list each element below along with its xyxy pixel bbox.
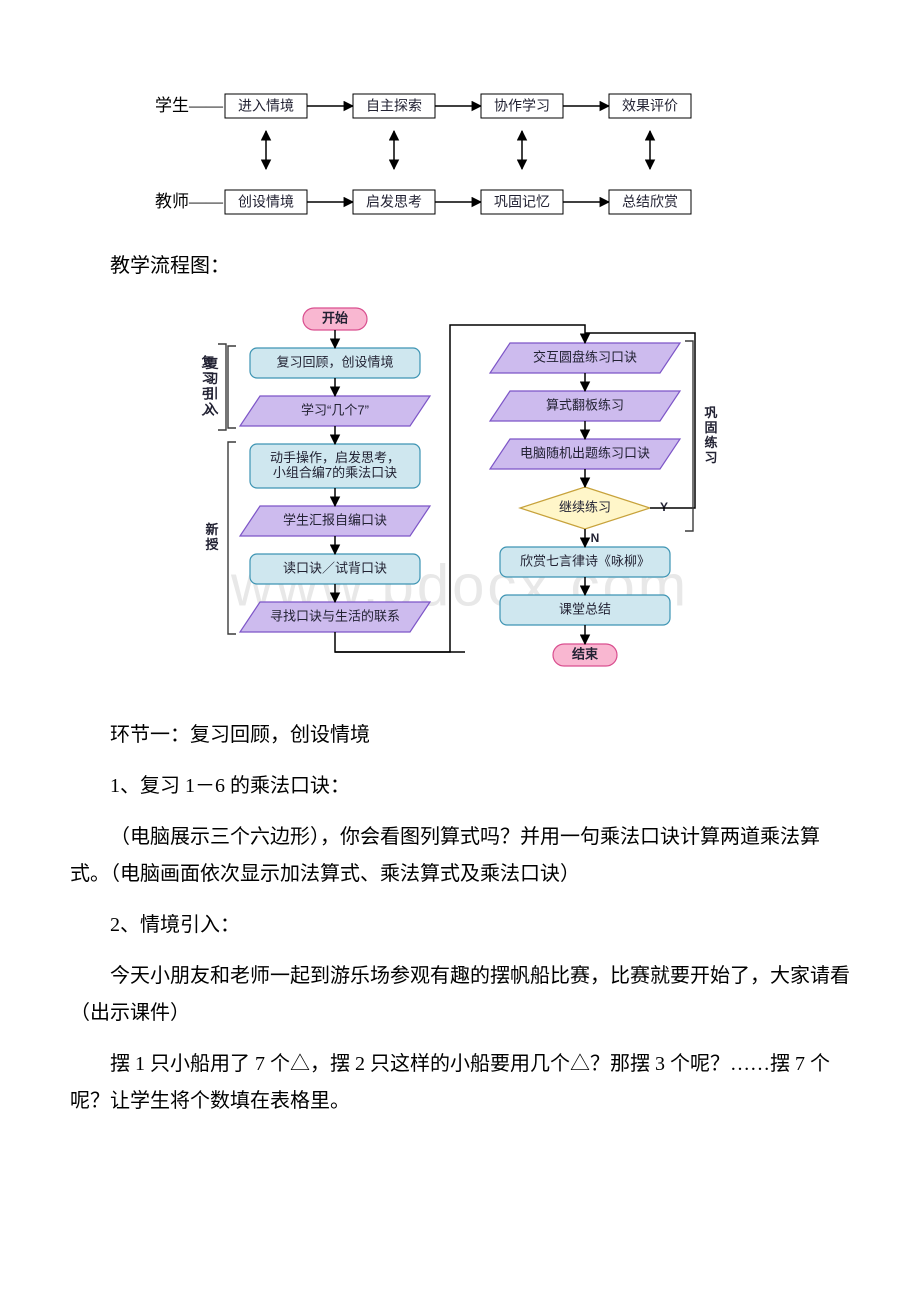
vertical-arrows-svg: [155, 127, 765, 173]
svg-text:动手操作，启发思考，: 动手操作，启发思考，: [270, 450, 400, 465]
svg-text:习: 习: [704, 450, 717, 465]
svg-text:电脑随机出题练习口诀: 电脑随机出题练习口诀: [520, 445, 650, 460]
svg-text:引: 引: [205, 386, 218, 401]
svg-text:学习“几个7”: 学习“几个7”: [301, 402, 369, 417]
svg-text:复: 复: [204, 356, 219, 371]
page-content: 学生—— 进入情境 自主探索 协作学习 效果评价 教师—— 创设情境 启发思考 巩固记忆 总…: [70, 90, 850, 1120]
student-label: 学生——: [155, 90, 219, 121]
p3-body: 摆 1 只小船用了 7 个△，摆 2 只这样的小船要用几个△？那摆 3 个呢？……: [70, 1046, 850, 1120]
svg-text:算式翻板练习: 算式翻板练习: [546, 397, 624, 412]
flowchart-title: 教学流程图：: [70, 248, 850, 285]
svg-text:进入情境: 进入情境: [238, 97, 294, 113]
svg-text:新: 新: [205, 522, 218, 537]
vertical-arrows-row: [155, 127, 765, 186]
svg-text:寻找口诀与生活的联系: 寻找口诀与生活的联系: [270, 608, 400, 623]
svg-text:习: 习: [205, 371, 218, 386]
svg-text:学生汇报自编口诀: 学生汇报自编口诀: [283, 512, 387, 527]
student-row-svg: 进入情境 自主探索 协作学习 效果评价: [219, 91, 765, 121]
svg-text:固: 固: [704, 420, 717, 435]
teacher-row: 教师—— 创设情境 启发思考 巩固记忆 总结欣赏: [155, 186, 765, 217]
svg-text:N: N: [591, 531, 600, 545]
student-row: 学生—— 进入情境 自主探索 协作学习 效果评价: [155, 90, 765, 121]
svg-text:开始: 开始: [322, 310, 348, 325]
flowchart-svg: 开始复习回顾，创设情境学习“几个7” 动手操作，启发思考，小组合编7的乘法口诀学生…: [180, 299, 740, 689]
p2-body: 今天小朋友和老师一起到游乐场参观有趣的摆帆船比赛，比赛就要开始了，大家请看（出示…: [70, 958, 850, 1032]
svg-text:读口诀／试背口诀: 读口诀／试背口诀: [283, 560, 387, 575]
svg-text:继续练习: 继续练习: [559, 499, 611, 514]
svg-text:入: 入: [205, 401, 218, 416]
section-1-title: 环节一：复习回顾，创设情境: [70, 717, 850, 754]
svg-text:课堂总结: 课堂总结: [559, 601, 611, 616]
svg-text:巩固记忆: 巩固记忆: [494, 194, 550, 210]
top-diagram: 学生—— 进入情境 自主探索 协作学习 效果评价 教师—— 创设情境 启发思考 巩固记忆 总…: [155, 90, 765, 218]
svg-text:小组合编7的乘法口诀: 小组合编7的乘法口诀: [273, 465, 397, 480]
teacher-label: 教师——: [155, 186, 219, 217]
svg-text:练: 练: [704, 435, 717, 450]
p1-heading: 1、复习 1－6 的乘法口诀：: [70, 768, 850, 805]
svg-text:交互圆盘练习口诀: 交互圆盘练习口诀: [533, 349, 637, 364]
flowchart: 开始复习回顾，创设情境学习“几个7” 动手操作，启发思考，小组合编7的乘法口诀学生…: [170, 299, 750, 689]
p2-heading: 2、情境引入：: [70, 907, 850, 944]
svg-text:结束: 结束: [572, 646, 599, 661]
svg-text:协作学习: 协作学习: [494, 97, 550, 113]
p1-body: （电脑展示三个六边形），你会看图列算式吗？并用一句乘法口诀计算两道乘法算式。（电…: [70, 819, 850, 893]
svg-text:复习回顾，创设情境: 复习回顾，创设情境: [276, 354, 393, 369]
svg-text:欣赏七言律诗《咏柳》: 欣赏七言律诗《咏柳》: [520, 553, 650, 568]
svg-text:巩: 巩: [704, 405, 717, 420]
svg-text:启发思考: 启发思考: [366, 194, 422, 210]
svg-text:总结欣赏: 总结欣赏: [622, 194, 678, 210]
svg-text:Y: Y: [660, 500, 668, 514]
svg-text:自主探索: 自主探索: [366, 97, 422, 113]
svg-text:创设情境: 创设情境: [238, 194, 294, 210]
svg-text:效果评价: 效果评价: [622, 97, 678, 113]
teacher-row-svg: 创设情境 启发思考 巩固记忆 总结欣赏: [219, 187, 765, 217]
svg-text:授: 授: [205, 537, 219, 552]
